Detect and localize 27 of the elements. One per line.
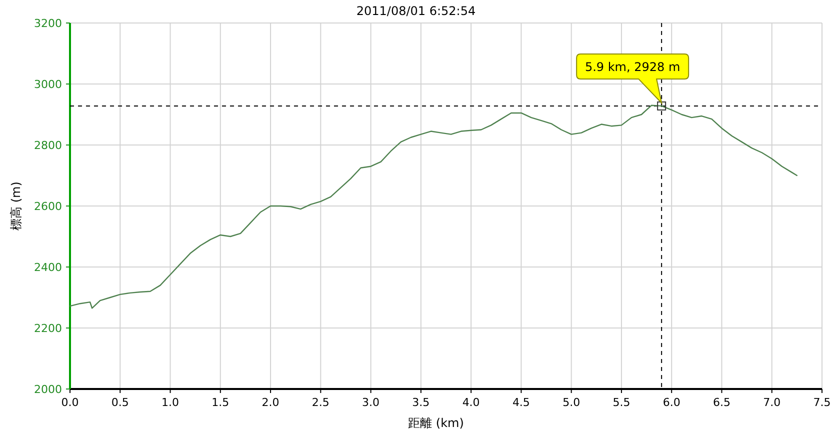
y-tick-label: 3000 [34, 78, 62, 91]
x-axis-title: 距離 (km) [408, 416, 464, 430]
x-tick-label: 2.5 [312, 396, 330, 409]
x-tick-label: 1.0 [162, 396, 180, 409]
chart-title: 2011/08/01 6:52:54 [356, 4, 476, 18]
y-tick-label: 2400 [34, 261, 62, 274]
y-tick-label: 2200 [34, 322, 62, 335]
x-tick-label: 0.0 [61, 396, 79, 409]
y-tick-label: 2600 [34, 200, 62, 213]
y-tick-label: 3200 [34, 17, 62, 30]
x-tick-label: 7.5 [813, 396, 831, 409]
x-tick-label: 6.5 [712, 396, 730, 409]
x-tick-label: 5.5 [612, 396, 630, 409]
x-tick-label: 2.0 [262, 396, 280, 409]
x-tick-label: 3.5 [412, 396, 430, 409]
x-tick-label: 3.0 [362, 396, 380, 409]
x-tick-label: 4.0 [462, 396, 480, 409]
x-tick-label: 0.5 [111, 396, 129, 409]
x-tick-label: 4.5 [512, 396, 530, 409]
x-tick-label: 6.0 [662, 396, 680, 409]
y-tick-label: 2000 [34, 383, 62, 396]
y-tick-label: 2800 [34, 139, 62, 152]
annotation: 5.9 km, 2928 m [584, 60, 680, 74]
x-tick-label: 1.5 [212, 396, 230, 409]
x-tick-label: 7.0 [763, 396, 781, 409]
x-tick-label: 5.0 [562, 396, 580, 409]
y-axis-title: 標高 (m) [9, 182, 23, 230]
